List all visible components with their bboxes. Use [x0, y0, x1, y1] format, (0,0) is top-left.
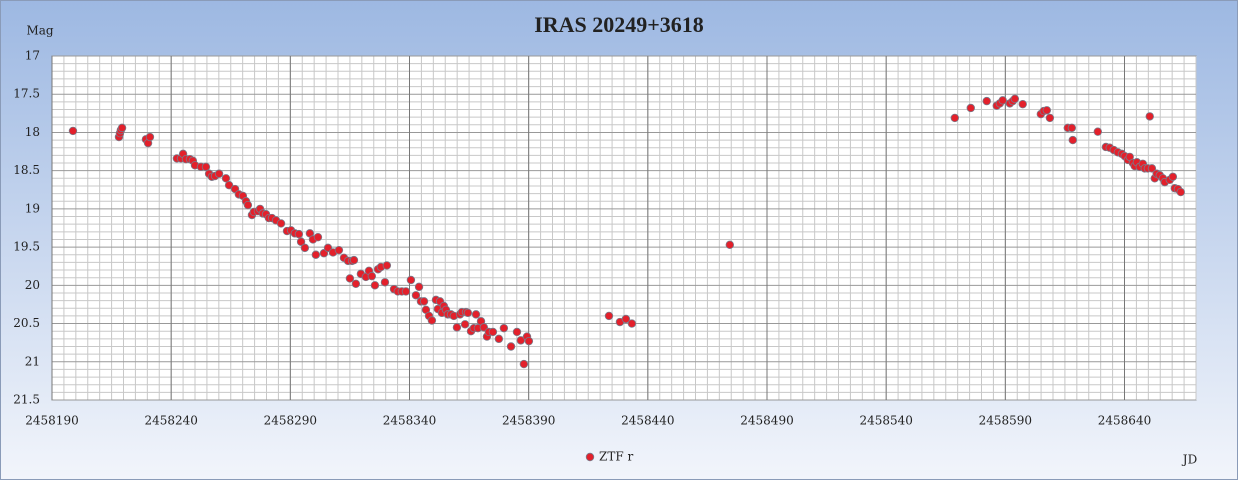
x-tick-label: 2458490 [740, 414, 793, 428]
data-point [1045, 113, 1055, 123]
data-point [224, 180, 234, 190]
data-point [349, 255, 359, 265]
data-point [419, 297, 429, 306]
x-tick-label: 2458290 [264, 414, 317, 428]
data-point [1042, 106, 1052, 115]
data-point [1068, 135, 1077, 145]
y-tick-label: 19.5 [13, 240, 40, 254]
x-tick-label: 2458440 [621, 414, 674, 428]
data-point [998, 96, 1007, 105]
data-point [145, 132, 155, 142]
y-tick-label: 21 [25, 354, 40, 368]
x-tick-label: 2458540 [859, 414, 912, 428]
data-point [966, 103, 975, 113]
data-point [1067, 123, 1077, 133]
data-point [334, 245, 344, 255]
data-point [117, 123, 127, 133]
data-point [1168, 172, 1178, 181]
data-point [494, 334, 504, 344]
y-tick-label: 20 [25, 278, 40, 292]
data-point [488, 327, 498, 337]
data-point [950, 113, 960, 123]
y-tick-label: 18 [25, 125, 40, 139]
data-point [1093, 127, 1103, 136]
legend-marker [585, 452, 595, 462]
data-point [1010, 94, 1020, 104]
y-tick-label: 19 [25, 201, 40, 215]
data-point [276, 219, 286, 228]
data-point [201, 162, 211, 172]
data-point [406, 275, 416, 285]
data-point [1176, 187, 1185, 197]
data-point [427, 316, 437, 325]
x-tick-label: 2458640 [1098, 414, 1151, 428]
data-point [68, 126, 78, 136]
y-tick-label: 17 [25, 49, 40, 63]
data-point [460, 320, 470, 329]
data-point [401, 287, 411, 296]
legend-label: ZTF r [599, 450, 633, 464]
data-point [1145, 112, 1154, 121]
y-tick-label: 18.5 [13, 163, 40, 177]
data-point [351, 279, 361, 289]
data-point [221, 174, 231, 183]
data-point [243, 200, 253, 210]
data-point [311, 250, 321, 259]
data-point [499, 323, 509, 333]
data-point [294, 229, 304, 239]
data-point [345, 274, 355, 283]
x-tick-label: 2458190 [25, 414, 78, 428]
data-point [725, 240, 735, 250]
y-tick-label: 21.5 [13, 393, 40, 407]
data-point [300, 243, 310, 253]
data-point [370, 281, 380, 290]
data-point [519, 359, 529, 369]
data-point [512, 327, 522, 337]
data-point [627, 319, 637, 328]
data-point [1018, 99, 1027, 109]
data-point [621, 314, 631, 324]
data-point [214, 169, 224, 178]
x-tick-label: 2458240 [144, 414, 197, 428]
x-tick-label: 2458390 [502, 414, 555, 428]
y-axis-label: Mag [26, 24, 53, 38]
data-point [313, 232, 323, 242]
data-point [471, 310, 481, 319]
data-point [382, 261, 392, 270]
data-point [411, 291, 421, 300]
chart-title: IRAS 20249+3618 [534, 12, 704, 37]
data-point [380, 278, 390, 287]
data-point [506, 342, 516, 351]
data-point [463, 308, 473, 318]
data-point [452, 323, 462, 332]
data-point [414, 282, 424, 292]
data-point [524, 336, 534, 346]
data-point [367, 271, 377, 281]
data-point [982, 96, 991, 106]
x-axis-label: JD [1181, 453, 1197, 467]
data-point [516, 336, 526, 345]
x-tick-label: 2458590 [979, 414, 1032, 428]
data-point [604, 311, 614, 321]
y-tick-label: 17.5 [13, 87, 40, 101]
y-tick-label: 20.5 [13, 316, 40, 330]
x-tick-label: 2458340 [383, 414, 436, 428]
data-point [296, 237, 306, 246]
data-point [1147, 164, 1157, 173]
